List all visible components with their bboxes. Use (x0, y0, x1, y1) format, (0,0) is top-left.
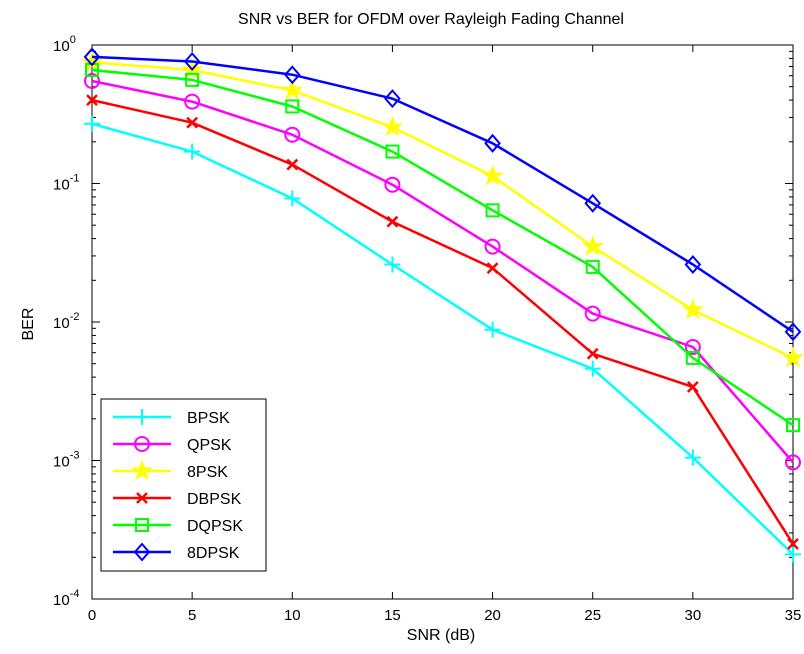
x-axis-title: SNR (dB) (407, 627, 475, 644)
data-point-qpsk (384, 176, 401, 193)
data-point-8psk (281, 78, 304, 100)
data-point-bpsk (384, 256, 401, 273)
data-point-bpsk (184, 143, 201, 160)
legend-item-dbpsk: DBPSK (113, 491, 242, 508)
legend-label: 8DPSK (187, 545, 240, 562)
data-point-dqpsk (685, 350, 700, 365)
y-axis-title: BER (20, 308, 37, 341)
data-point-8psk (381, 115, 404, 137)
data-point-dqpsk (285, 99, 300, 114)
chart-title: SNR vs BER for OFDM over Rayleigh Fading… (238, 11, 624, 28)
data-point-8psk (581, 235, 604, 256)
data-point-bpsk (84, 115, 100, 132)
data-point-bpsk (284, 190, 301, 207)
data-point-qpsk (184, 93, 201, 110)
legend-marker (134, 436, 150, 452)
legend-label: DQPSK (187, 518, 243, 535)
data-point-bpsk (584, 360, 601, 377)
data-point-8dpsk (83, 47, 101, 67)
legend-item-qpsk: QPSK (113, 436, 232, 454)
data-point-8dpsk (384, 89, 401, 109)
x-tick-label: 10 (284, 607, 301, 624)
series-bpsk (84, 115, 801, 563)
x-tick-label: 5 (188, 607, 196, 624)
series-line-8psk (91, 61, 794, 360)
legend-label: 8PSK (187, 464, 228, 481)
data-point-dbpsk (286, 158, 299, 171)
data-point-bpsk (684, 449, 701, 466)
data-point-dbpsk (686, 381, 699, 393)
data-point-qpsk (484, 238, 501, 255)
legend-box (100, 398, 267, 572)
series-dbpsk (86, 94, 799, 550)
data-point-dbpsk (486, 262, 499, 274)
legend-label: BPSK (187, 410, 230, 427)
legend: BPSK QPSK 8PSK DBPSK DQPSK 8DPSK (100, 398, 267, 572)
x-tick-label: 0 (88, 607, 96, 624)
legend-marker (133, 542, 151, 562)
data-point-8dpsk (784, 322, 802, 342)
data-point-8dpsk (183, 51, 201, 72)
x-tick-label: 15 (384, 607, 401, 624)
data-point-dqpsk (385, 144, 400, 159)
data-point-8psk (481, 164, 504, 186)
data-point-dbpsk (586, 347, 599, 360)
data-point-8dpsk (584, 193, 602, 213)
x-tick-label: 35 (785, 607, 802, 624)
x-tick-label: 30 (685, 607, 702, 624)
series-line-dbpsk (91, 98, 795, 545)
data-point-qpsk (584, 305, 601, 322)
data-point-qpsk (684, 338, 701, 355)
y-tick-label: 10-2 (53, 311, 79, 332)
data-point-dqpsk (786, 418, 800, 433)
legend-item-dqpsk: DQPSK (113, 518, 243, 535)
data-point-dbpsk (787, 538, 799, 550)
x-tick-label: 25 (584, 607, 601, 624)
legend-marker (131, 459, 153, 481)
data-point-qpsk (785, 454, 801, 471)
legend-item-8psk: 8PSK (113, 459, 228, 481)
legend-item-8dpsk: 8DPSK (113, 542, 240, 562)
data-point-dbpsk (86, 94, 98, 106)
series-dqpsk (85, 62, 800, 433)
y-tick-label: 10-4 (53, 588, 79, 609)
data-point-qpsk (84, 72, 100, 89)
series-line-dqpsk (91, 68, 794, 427)
legend-item-bpsk: BPSK (113, 409, 230, 427)
data-point-8psk (681, 298, 704, 320)
data-point-8psk (782, 346, 804, 368)
legend-marker (134, 409, 150, 425)
series-8dpsk (83, 47, 802, 342)
series-line-bpsk (91, 122, 794, 556)
data-point-qpsk (284, 126, 301, 143)
data-point-dbpsk (386, 215, 399, 228)
y-tick-label: 10-3 (53, 450, 79, 471)
data-point-8dpsk (684, 255, 702, 275)
data-point-dqpsk (485, 203, 500, 218)
data-point-8dpsk (484, 133, 501, 153)
data-point-bpsk (484, 321, 501, 338)
data-point-dqpsk (185, 72, 200, 87)
series-8psk (81, 50, 804, 368)
data-point-bpsk (785, 546, 801, 563)
data-point-8dpsk (283, 65, 301, 85)
series-line-8dpsk (91, 55, 794, 333)
legend-label: DBPSK (187, 491, 242, 508)
x-tick-label: 20 (484, 607, 501, 624)
legend-marker (135, 518, 149, 532)
data-point-dqpsk (585, 259, 600, 274)
legend-label: QPSK (187, 437, 232, 454)
data-point-dbpsk (186, 116, 199, 129)
y-tick-label: 10-1 (53, 173, 79, 194)
y-tick-label: 100 (53, 34, 76, 55)
plot-area: 0 5 10 15 20 25 30 35 100 10-1 10-2 10-3 10-4 BPSK QPS… (53, 34, 804, 624)
legend-marker (136, 492, 148, 504)
